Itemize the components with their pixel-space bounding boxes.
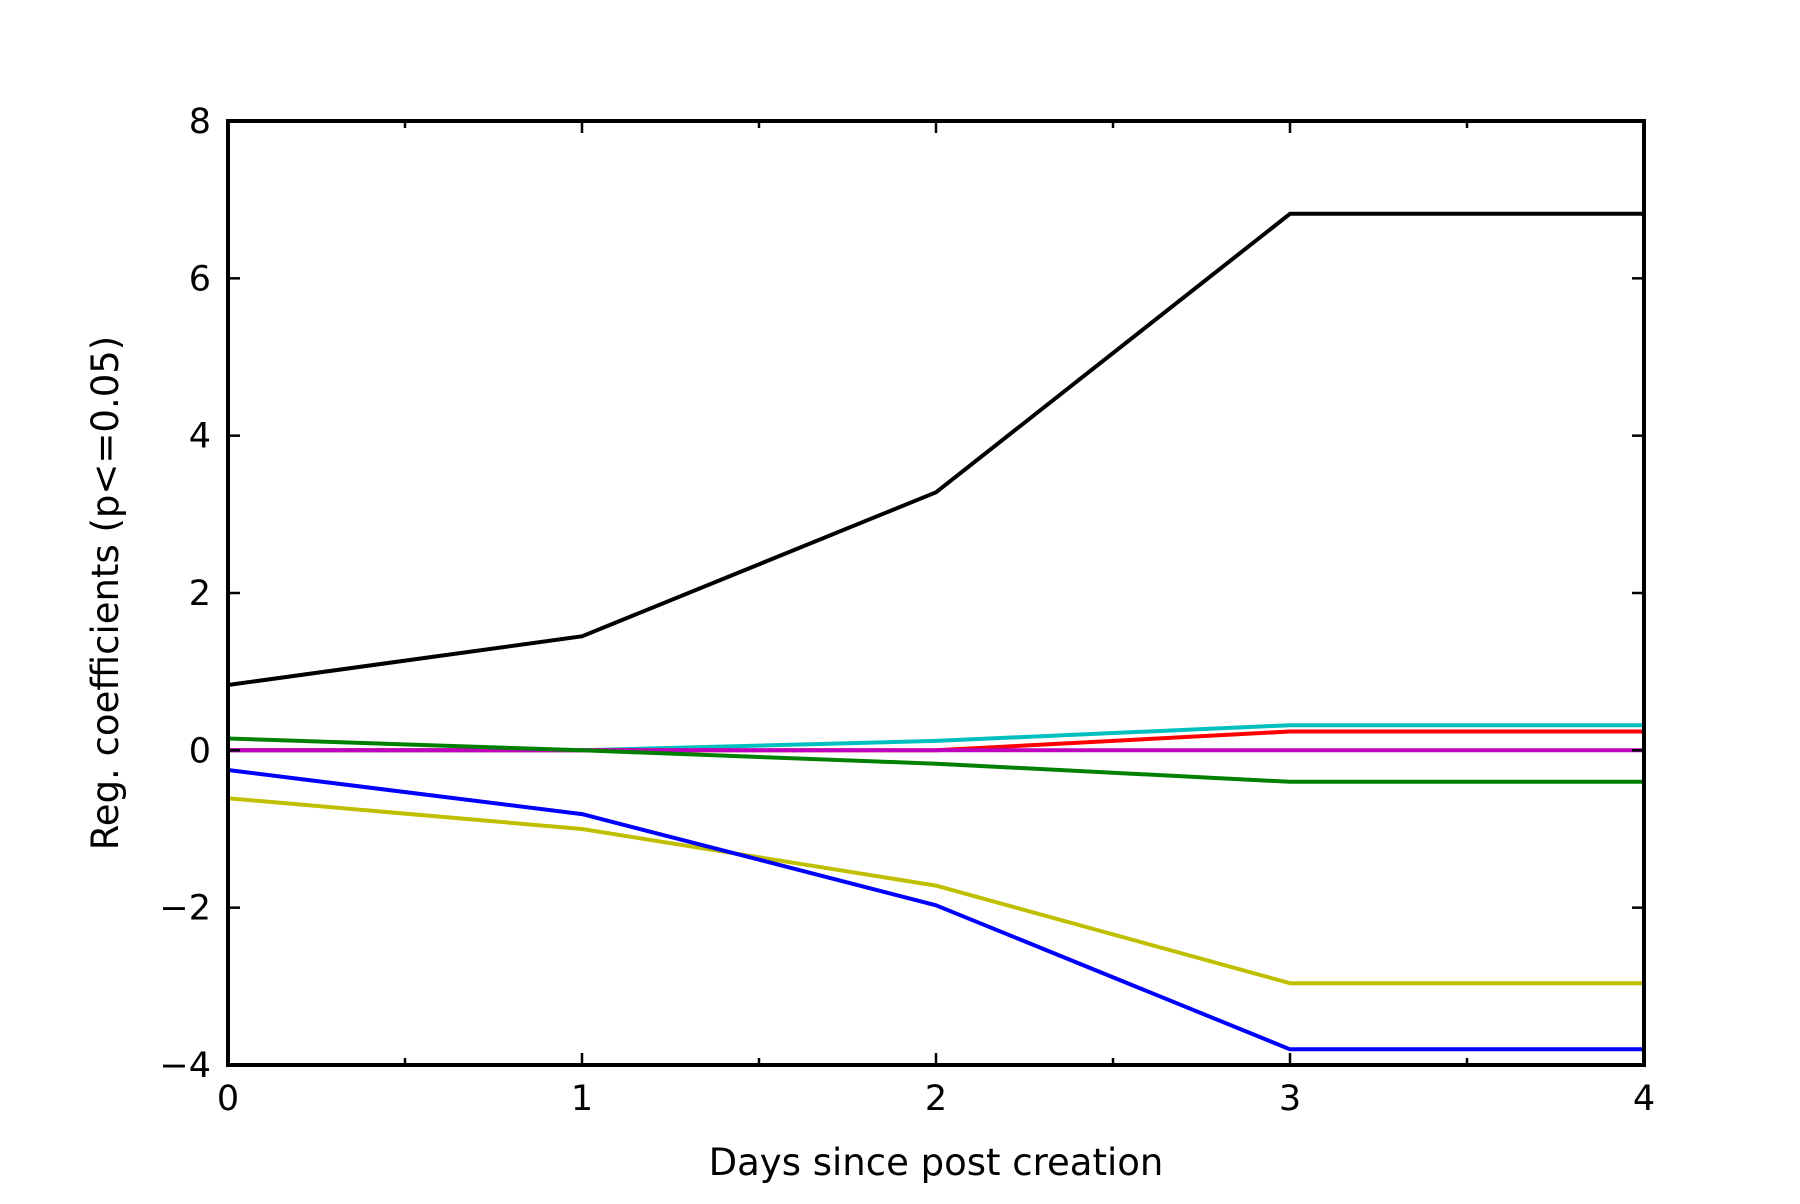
y-tick-label: −2 bbox=[159, 889, 211, 929]
series-line-5 bbox=[227, 796, 1644, 986]
series-line-4 bbox=[227, 736, 1644, 784]
series-line-6 bbox=[227, 768, 1644, 1052]
y-tick-label: 8 bbox=[189, 102, 211, 142]
y-tick-label: 2 bbox=[189, 574, 211, 614]
x-tick-label: 2 bbox=[925, 1079, 947, 1119]
y-axis-label: Reg. coefficients (p<=0.05) bbox=[84, 336, 127, 850]
plot-frame bbox=[226, 119, 1646, 1067]
plot-background bbox=[228, 121, 1644, 1065]
x-tick-label: 4 bbox=[1633, 1079, 1655, 1119]
y-tick-label: 0 bbox=[189, 731, 211, 771]
y-tick-label: 4 bbox=[189, 417, 211, 457]
x-axis-label: Days since post creation bbox=[709, 1141, 1164, 1184]
y-tick-label: −4 bbox=[159, 1046, 211, 1086]
series-layer bbox=[227, 211, 1644, 1052]
tick-labels-layer: 0 1 2 3 4 −4 −2 0 2 4 6 8 bbox=[159, 102, 1655, 1119]
y-tick-label: 6 bbox=[189, 259, 211, 299]
series-line-0 bbox=[227, 211, 1644, 687]
x-tick-label: 0 bbox=[217, 1079, 239, 1119]
x-tick-label: 3 bbox=[1279, 1079, 1301, 1119]
x-tick-label: 1 bbox=[571, 1079, 593, 1119]
